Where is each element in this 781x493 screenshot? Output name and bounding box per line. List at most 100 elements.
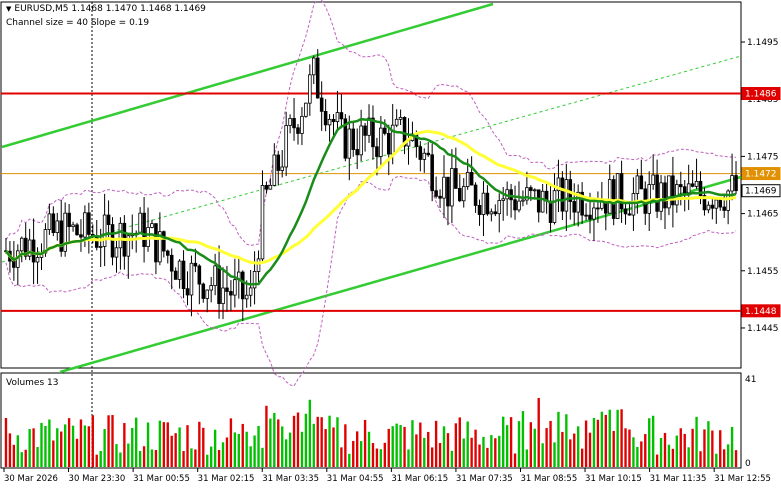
volume-bar <box>182 450 185 467</box>
volume-bar <box>612 430 615 467</box>
candle-body <box>521 199 525 202</box>
volume-bar <box>411 420 414 467</box>
candle-body <box>465 171 470 187</box>
candle-body <box>319 97 324 112</box>
candle-body <box>75 224 79 236</box>
volume-bar <box>707 421 710 467</box>
candle-body <box>193 262 198 267</box>
candle-body <box>126 235 131 257</box>
volume-bar <box>170 435 173 467</box>
candle-body <box>513 199 517 211</box>
volume-bar <box>352 440 355 467</box>
volume-bar <box>91 415 94 467</box>
volume-bar <box>659 437 663 467</box>
candle-body <box>489 211 494 215</box>
candle-body <box>189 262 194 296</box>
candle-body <box>276 154 281 171</box>
candle-body <box>596 207 600 210</box>
time-tick-label: 31 Mar 06:15 <box>391 474 448 484</box>
volume-bar <box>438 443 442 467</box>
candle-body <box>402 117 407 147</box>
volume-bar <box>249 446 252 467</box>
volume-bar <box>75 438 79 467</box>
volume-bar <box>202 427 205 467</box>
candle-body <box>197 265 202 285</box>
volume-bar <box>257 425 260 467</box>
volume-bar <box>592 417 596 467</box>
time-tick-label: 30 Mar 2026 <box>4 474 58 484</box>
candle-body <box>331 118 336 123</box>
volume-bar <box>320 417 323 467</box>
volume-bar <box>450 450 454 467</box>
volume-bar <box>644 434 647 467</box>
candle-body <box>481 192 486 215</box>
candle-body <box>205 289 210 299</box>
volume-bar <box>683 433 686 467</box>
candle-body <box>114 247 119 258</box>
channel-upper-line <box>1 2 494 149</box>
candle-body <box>27 239 32 257</box>
volume-bar <box>52 440 55 467</box>
candle-body <box>651 174 655 186</box>
volume-bar <box>403 426 406 467</box>
candle-body <box>667 175 671 209</box>
volume-bar <box>478 444 481 467</box>
volume-bar <box>115 444 118 467</box>
candle-body <box>98 246 103 248</box>
candle-body <box>252 271 257 289</box>
volume-bar <box>549 420 552 467</box>
volume-bar <box>632 437 635 467</box>
candle-body <box>682 186 687 194</box>
candle-body <box>367 117 371 136</box>
channel-lower-line <box>59 175 742 374</box>
candle-body <box>631 193 636 216</box>
volume-bar <box>371 443 375 467</box>
volume-bar <box>584 420 588 467</box>
volume-bar <box>367 431 371 467</box>
candle-body <box>706 204 711 211</box>
volume-bar <box>363 419 367 467</box>
candle-body <box>71 224 75 228</box>
candle-body <box>548 200 553 223</box>
main-pane-frame <box>0 1 742 369</box>
volume-bar <box>399 425 402 467</box>
volume-bar <box>596 419 600 467</box>
candle-body <box>690 183 695 187</box>
volume-bar <box>146 422 150 467</box>
volume-bar <box>730 426 734 467</box>
volume-bar <box>348 453 351 467</box>
volume-bar <box>430 447 434 467</box>
candle-body <box>698 180 703 196</box>
candle-body <box>710 204 715 209</box>
candle-body <box>343 118 348 159</box>
candle-body <box>461 186 466 202</box>
volume-bar <box>458 417 461 467</box>
volume-bar <box>565 414 568 467</box>
price-tick-label: 1.1445 <box>747 324 779 334</box>
volume-bar <box>620 409 623 467</box>
volume-bar <box>395 423 398 467</box>
price-tick-label: 1.1475 <box>747 152 779 162</box>
candle-body <box>67 212 71 228</box>
candle-body <box>142 212 146 247</box>
candle-body <box>323 110 328 126</box>
candle-body <box>615 173 620 219</box>
volume-bar <box>131 427 134 467</box>
candle-body <box>284 125 288 168</box>
volume-bar <box>32 428 35 467</box>
candle-body <box>23 237 28 257</box>
candle-body <box>493 211 498 215</box>
candle-body <box>469 171 474 186</box>
volume-bar <box>36 446 39 467</box>
volume-bar <box>434 420 438 467</box>
volume-bar <box>545 428 548 467</box>
price-tick-label: 1.1495 <box>747 38 779 48</box>
level-label-box <box>741 167 781 181</box>
volume-bar <box>616 409 619 467</box>
collapse-triangle-icon[interactable]: ▼ <box>6 5 12 13</box>
candle-body <box>627 213 632 216</box>
candle-body <box>671 175 675 206</box>
candle-body <box>79 234 83 238</box>
